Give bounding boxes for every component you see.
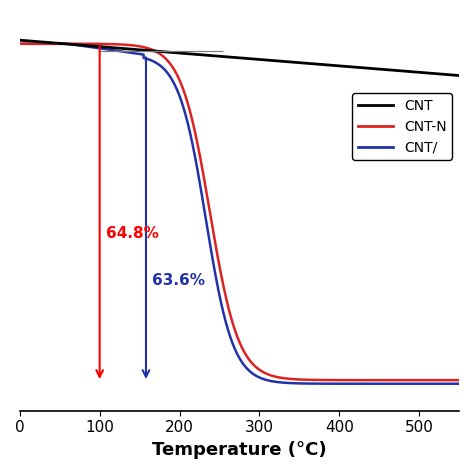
X-axis label: Temperature (°C): Temperature (°C) bbox=[152, 441, 327, 459]
Legend: CNT, CNT-N, CNT/: CNT, CNT-N, CNT/ bbox=[353, 93, 452, 160]
Text: 64.8%: 64.8% bbox=[106, 226, 159, 241]
Text: 63.6%: 63.6% bbox=[152, 273, 205, 288]
